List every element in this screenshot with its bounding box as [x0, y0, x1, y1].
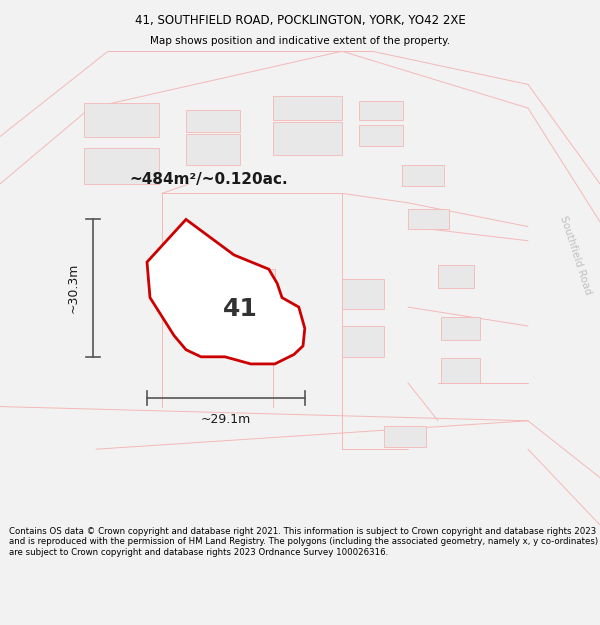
Bar: [441, 316, 480, 340]
Text: Contains OS data © Crown copyright and database right 2021. This information is : Contains OS data © Crown copyright and d…: [9, 527, 598, 557]
Text: Map shows position and indicative extent of the property.: Map shows position and indicative extent…: [150, 36, 450, 46]
Bar: [273, 122, 342, 156]
Bar: [84, 103, 159, 136]
Polygon shape: [147, 219, 305, 364]
Bar: [408, 209, 449, 229]
Bar: [384, 426, 426, 447]
Text: ~29.1m: ~29.1m: [201, 413, 251, 426]
Text: 41: 41: [223, 298, 257, 321]
Bar: [359, 101, 403, 120]
Bar: [342, 326, 384, 357]
Text: ~30.3m: ~30.3m: [67, 263, 80, 313]
Bar: [273, 96, 342, 120]
Bar: [186, 111, 240, 132]
Bar: [402, 165, 444, 186]
Text: 41, SOUTHFIELD ROAD, POCKLINGTON, YORK, YO42 2XE: 41, SOUTHFIELD ROAD, POCKLINGTON, YORK, …: [134, 14, 466, 28]
Text: Southfield Road: Southfield Road: [559, 214, 593, 296]
Bar: [342, 279, 384, 309]
Text: ~484m²/~0.120ac.: ~484m²/~0.120ac.: [129, 172, 287, 187]
Bar: [84, 148, 159, 184]
Bar: [438, 266, 474, 288]
Bar: [441, 358, 480, 383]
Bar: [223, 269, 275, 316]
Bar: [359, 124, 403, 146]
Bar: [186, 134, 240, 165]
